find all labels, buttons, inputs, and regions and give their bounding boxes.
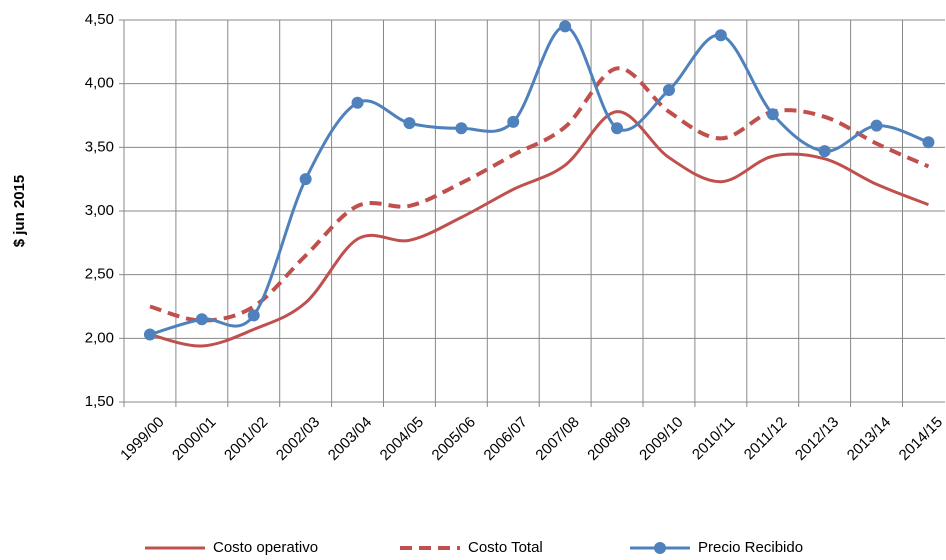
legend-label: Costo operativo (213, 539, 318, 556)
x-tick-label: 2014/15 (896, 414, 946, 464)
point (818, 145, 831, 158)
y-tick-label: 4,00 (85, 75, 114, 92)
y-tick-label: 3,00 (85, 202, 114, 219)
point (403, 117, 416, 130)
point (455, 122, 468, 135)
y-axis-label: $ jun 2015 (11, 175, 28, 248)
point (766, 108, 779, 121)
x-tick-label: 2009/10 (636, 414, 686, 464)
point (714, 29, 727, 42)
x-tick-label: 2010/11 (689, 414, 739, 464)
x-tick-label: 2012/13 (792, 414, 842, 464)
x-tick-label: 2007/08 (532, 414, 582, 464)
point (559, 20, 572, 33)
point (351, 96, 364, 109)
line (149, 24, 929, 336)
x-tick-label: 1999/00 (117, 414, 167, 464)
line (149, 110, 929, 348)
point (870, 119, 883, 132)
legend-marker (654, 542, 666, 554)
x-tick-label: 2006/07 (481, 414, 531, 464)
x-tick-label: 2003/04 (325, 414, 375, 464)
x-tick-label: 2000/01 (169, 414, 219, 464)
point (662, 84, 675, 97)
x-tick-label: 2013/14 (844, 414, 894, 464)
x-tick-label: 2011/12 (741, 414, 791, 464)
point (507, 115, 520, 128)
point (143, 328, 156, 341)
legend-label: Costo Total (468, 539, 543, 556)
x-tick-label: 2005/06 (429, 414, 479, 464)
point (611, 122, 624, 135)
legend-label: Precio Recibido (698, 539, 803, 556)
point (195, 313, 208, 326)
y-tick-label: 1,50 (85, 393, 114, 410)
y-tick-label: 2,00 (85, 329, 114, 346)
x-tick-label: 2004/05 (377, 414, 427, 464)
y-tick-label: 4,50 (85, 11, 114, 28)
point (299, 173, 312, 186)
y-tick-label: 3,50 (85, 138, 114, 155)
point (922, 136, 935, 149)
y-tick-label: 2,50 (85, 266, 114, 283)
x-tick-label: 2001/02 (221, 414, 271, 464)
point (247, 309, 260, 322)
x-tick-label: 2002/03 (273, 414, 323, 464)
x-tick-label: 2008/09 (584, 414, 634, 464)
line (149, 66, 930, 323)
